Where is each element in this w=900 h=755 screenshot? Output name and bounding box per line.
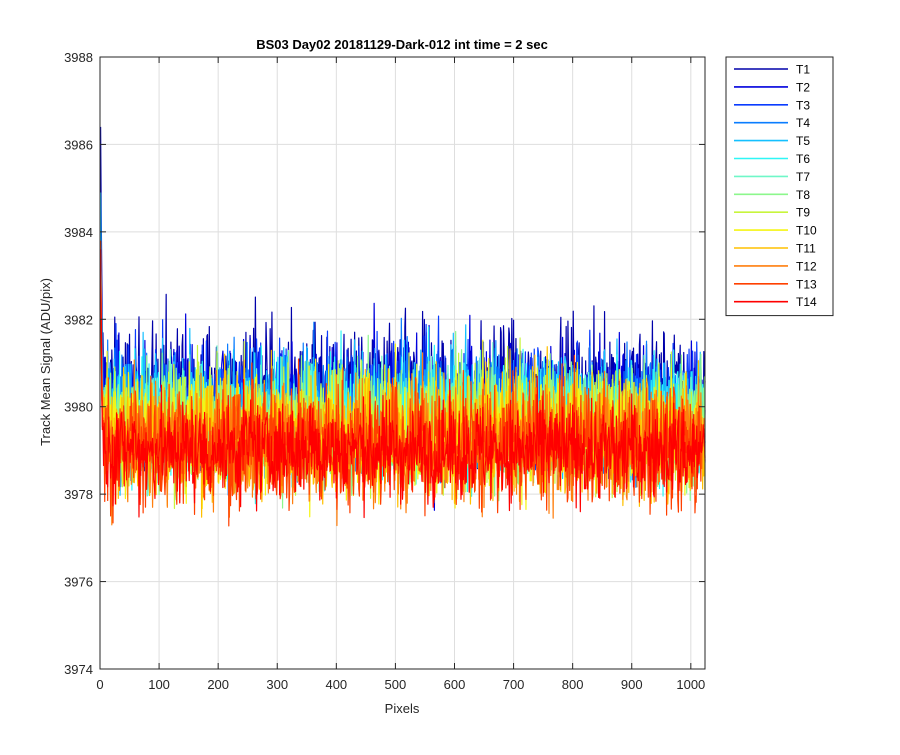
legend-box xyxy=(725,56,834,317)
legend-label-t1: T1 xyxy=(796,63,810,77)
x-axis-label: Pixels xyxy=(385,701,420,716)
x-tick-label: 500 xyxy=(385,677,407,692)
legend-label-t9: T9 xyxy=(796,206,810,220)
y-axis-label: Track Mean Signal (ADU/pix) xyxy=(38,278,53,446)
legend-label-t10: T10 xyxy=(796,224,817,238)
y-tick-label: 3980 xyxy=(64,400,93,415)
y-tick-label: 3978 xyxy=(64,487,93,502)
x-tick-label: 200 xyxy=(207,677,229,692)
series-lines xyxy=(99,126,706,527)
axes xyxy=(99,56,706,670)
legend-label-t4: T4 xyxy=(796,116,810,130)
x-tick-label: 900 xyxy=(621,677,643,692)
legend-label-t13: T13 xyxy=(796,277,817,291)
legend-label-t6: T6 xyxy=(796,152,810,166)
legend-label-t7: T7 xyxy=(796,170,810,184)
series-line-t14 xyxy=(99,249,706,519)
x-tick-label: 300 xyxy=(266,677,288,692)
y-tick-label: 3976 xyxy=(64,575,93,590)
chart-title: BS03 Day02 20181129-Dark-012 int time = … xyxy=(256,37,548,52)
x-tick-label: 1000 xyxy=(676,677,705,692)
legend-label-t8: T8 xyxy=(796,188,810,202)
y-tick-label: 3986 xyxy=(64,137,93,152)
legend-label-t12: T12 xyxy=(796,259,817,273)
x-tick-label: 700 xyxy=(503,677,525,692)
legend-label-t5: T5 xyxy=(796,134,810,148)
x-tick-label: 0 xyxy=(96,677,103,692)
x-tick-label: 100 xyxy=(148,677,170,692)
axes-box xyxy=(99,56,706,670)
x-tick-label: 800 xyxy=(562,677,584,692)
y-tick-label: 3988 xyxy=(64,50,93,65)
legend-label-t14: T14 xyxy=(796,295,817,309)
legend-label-t11: T11 xyxy=(796,242,816,256)
x-tick-labels: 0 100 200 300 400 500 600 700 800 900 1000 xyxy=(96,677,705,692)
y-tick-label: 3982 xyxy=(64,312,93,327)
legend-label-t3: T3 xyxy=(796,98,810,112)
y-tick-labels: 3974 3976 3978 3980 3982 3984 3986 3988 xyxy=(64,50,93,677)
x-tick-label: 600 xyxy=(444,677,466,692)
legend: T1 T2 T3 T4 T5 T6 T7 T8 T9 T10 T11 T12 T13 T14 xyxy=(725,56,834,317)
y-tick-label: 3984 xyxy=(64,225,93,240)
x-tick-label: 400 xyxy=(325,677,347,692)
legend-label-t2: T2 xyxy=(796,80,810,94)
y-tick-label: 3974 xyxy=(64,662,93,677)
